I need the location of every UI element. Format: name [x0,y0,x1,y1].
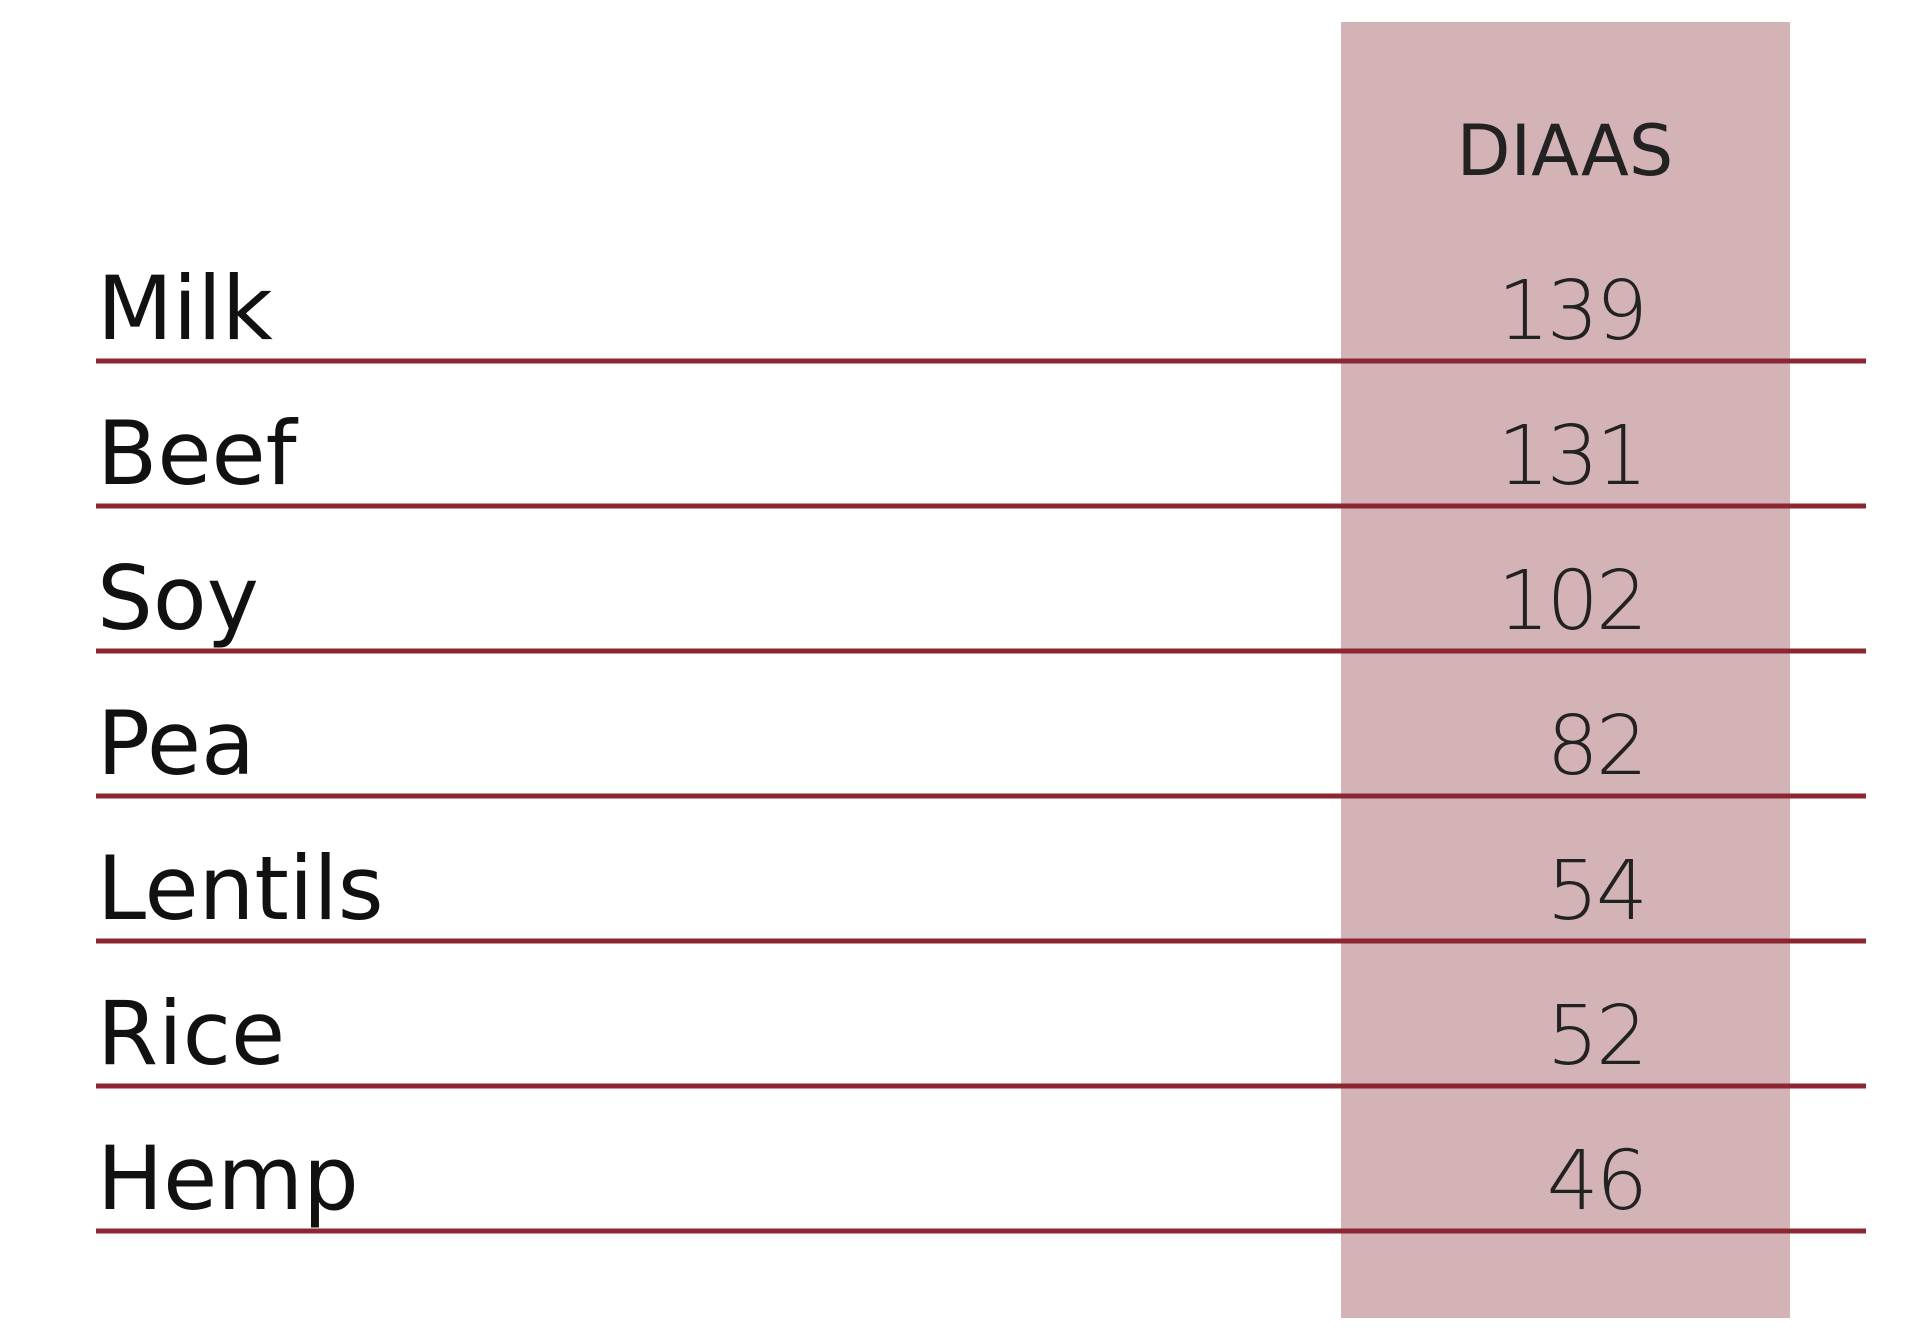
row-label: Hemp [97,1127,359,1230]
column-highlight [1341,22,1790,1318]
row-value: 54 [1547,844,1645,939]
row-value: 131 [1497,409,1645,504]
row-value: 82 [1547,699,1645,794]
row-label: Milk [97,257,273,360]
rows: Milk 139 Beef 131 Soy 102 Pea 82 Lentils 54 Rice 52… [96,257,1866,1234]
row-value: 52 [1547,989,1645,1084]
row-value: 139 [1497,264,1645,359]
row-value: 46 [1547,1134,1645,1229]
row-value: 102 [1497,554,1645,649]
row-label: Beef [97,402,299,505]
row-label: Soy [97,547,259,650]
row-label: Lentils [97,837,384,940]
row-label: Rice [97,982,285,1085]
column-header: DIAAS [1457,110,1674,192]
row-label: Pea [97,692,255,795]
